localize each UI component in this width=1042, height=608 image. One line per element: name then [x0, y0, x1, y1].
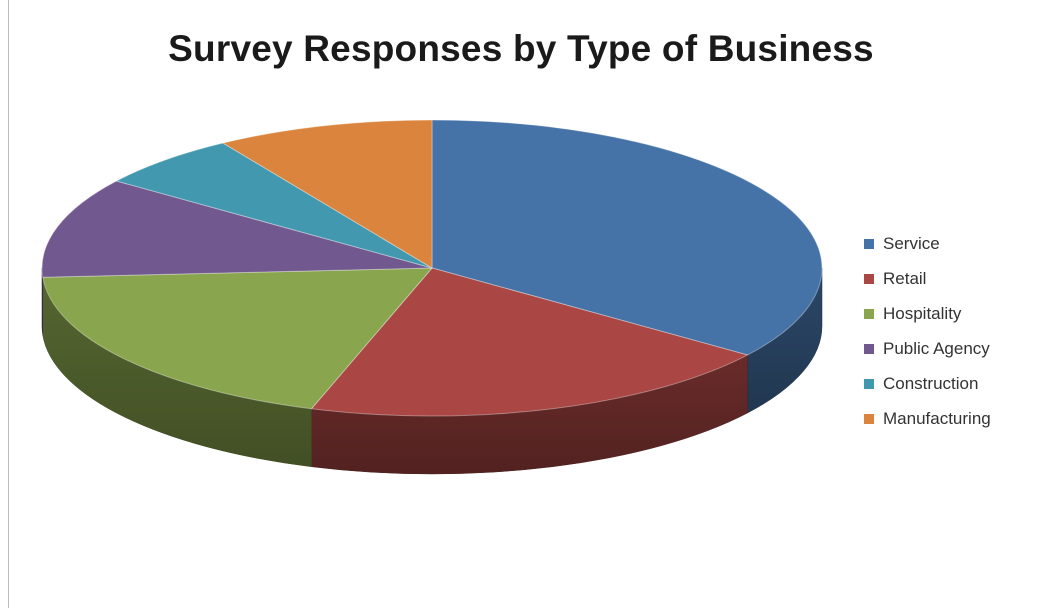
pie-slice-manufacturing — [221, 119, 433, 269]
legend-item-service: Service — [864, 226, 991, 261]
pie-slice-hospitality — [42, 267, 434, 410]
legend-item-retail: Retail — [864, 261, 991, 296]
legend: Service Retail Hospitality Public Agency Con… — [864, 226, 991, 436]
chart-border-line — [8, 0, 9, 608]
pie-slice-construction — [115, 142, 433, 269]
chart-title: Survey Responses by Type of Business — [168, 28, 874, 69]
legend-item-construction: Construction — [864, 366, 991, 401]
legend-swatch-manufacturing — [864, 413, 874, 424]
legend-label-public-agency: Public Agency — [883, 338, 990, 358]
legend-label-construction: Construction — [883, 373, 979, 393]
pie-slice-public-agency — [41, 180, 433, 278]
legend-swatch-hospitality — [864, 308, 874, 319]
legend-item-public-agency: Public Agency — [864, 331, 991, 366]
legend-swatch-construction — [864, 378, 874, 389]
legend-swatch-public-agency — [864, 343, 874, 354]
pie-slice-service — [431, 119, 823, 356]
legend-swatch-service — [864, 238, 874, 249]
legend-label-hospitality: Hospitality — [883, 303, 962, 323]
legend-item-manufacturing: Manufacturing — [864, 401, 991, 436]
legend-label-service: Service — [883, 233, 940, 253]
legend-label-retail: Retail — [883, 268, 927, 288]
legend-item-hospitality: Hospitality — [864, 296, 991, 331]
pie-slice-retail — [310, 267, 749, 417]
legend-swatch-retail — [864, 273, 874, 284]
legend-label-manufacturing: Manufacturing — [883, 408, 991, 428]
